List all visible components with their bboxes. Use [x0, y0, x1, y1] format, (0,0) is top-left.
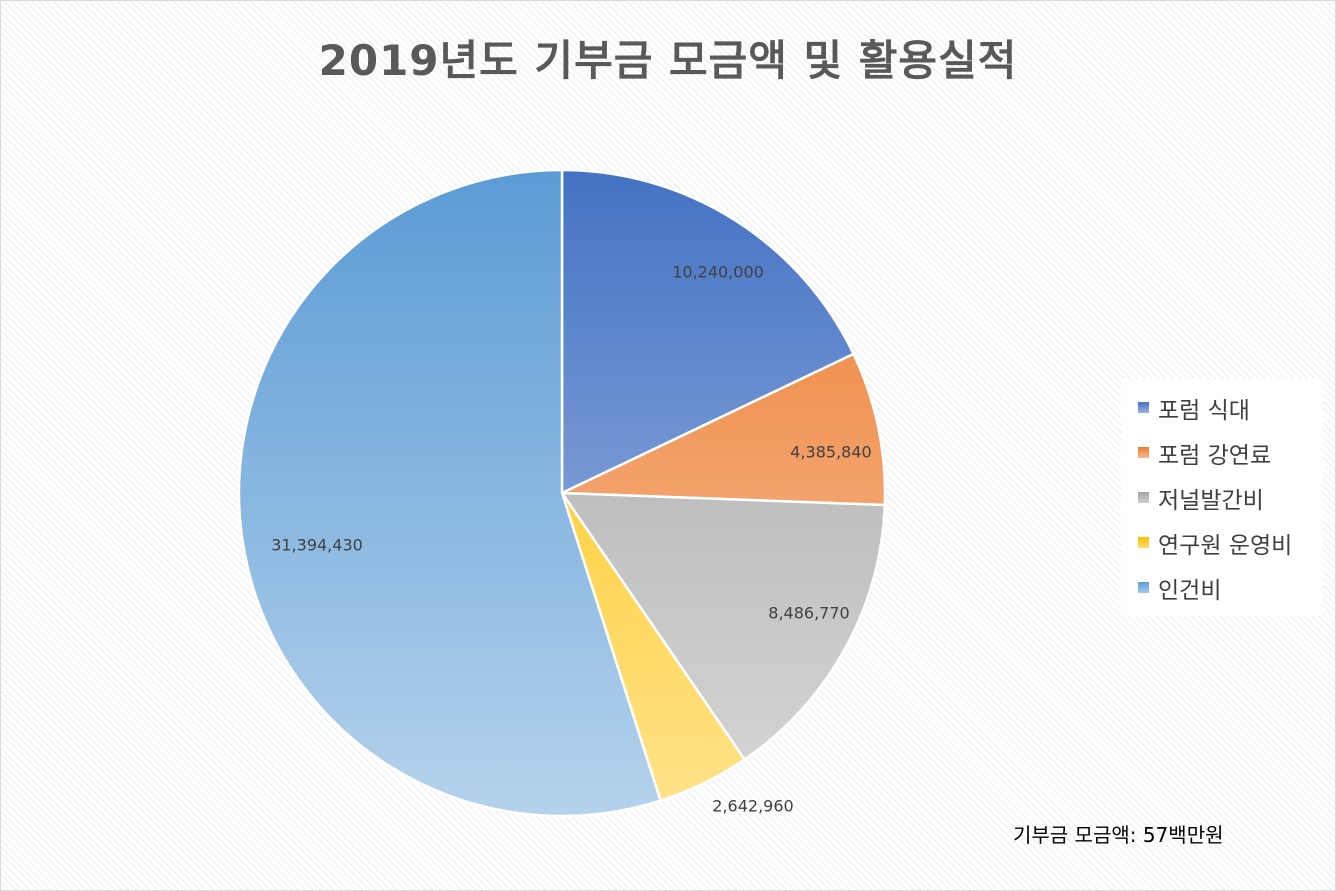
legend-item: 인건비 [1121, 565, 1323, 610]
legend-label: 인건비 [1158, 577, 1222, 604]
legend-swatch [1138, 537, 1149, 548]
fundraising-total-note: 기부금 모금액: 57백만원 [1013, 823, 1224, 847]
data-label-forum-lecture-fees: 4,385,840 [790, 443, 871, 462]
legend-label: 포럼 강연료 [1158, 442, 1272, 469]
legend-item: 포럼 식대 [1121, 385, 1323, 430]
legend-label: 저널발간비 [1158, 487, 1264, 514]
legend-item: 연구원 운영비 [1121, 520, 1323, 565]
pie-slice-personnel [237, 168, 662, 818]
legend: 포럼 식대 포럼 강연료 저널발간비 연구원 운영비 인건비 [1121, 379, 1323, 616]
legend-label: 연구원 운영비 [1158, 532, 1293, 559]
pie-slice-journal-publication [560, 491, 887, 761]
data-label-journal-publication: 8,486,770 [768, 604, 849, 623]
legend-item: 포럼 강연료 [1121, 430, 1323, 475]
legend-swatch [1138, 582, 1149, 593]
pie-slice-forum-meals [560, 168, 855, 495]
legend-label: 포럼 식대 [1158, 397, 1250, 424]
chart-title: 2019년도 기부금 모금액 및 활용실적 [318, 36, 1018, 85]
legend-swatch [1138, 492, 1149, 503]
pie-slice-forum-lecture-fees [560, 352, 887, 507]
data-label-institute-operation: 2,642,960 [712, 797, 793, 816]
legend-swatch [1138, 447, 1149, 458]
data-label-personnel: 31,394,430 [271, 536, 363, 555]
legend-item: 저널발간비 [1121, 475, 1323, 520]
legend-swatch [1138, 402, 1149, 413]
data-label-forum-meals: 10,240,000 [672, 263, 764, 282]
